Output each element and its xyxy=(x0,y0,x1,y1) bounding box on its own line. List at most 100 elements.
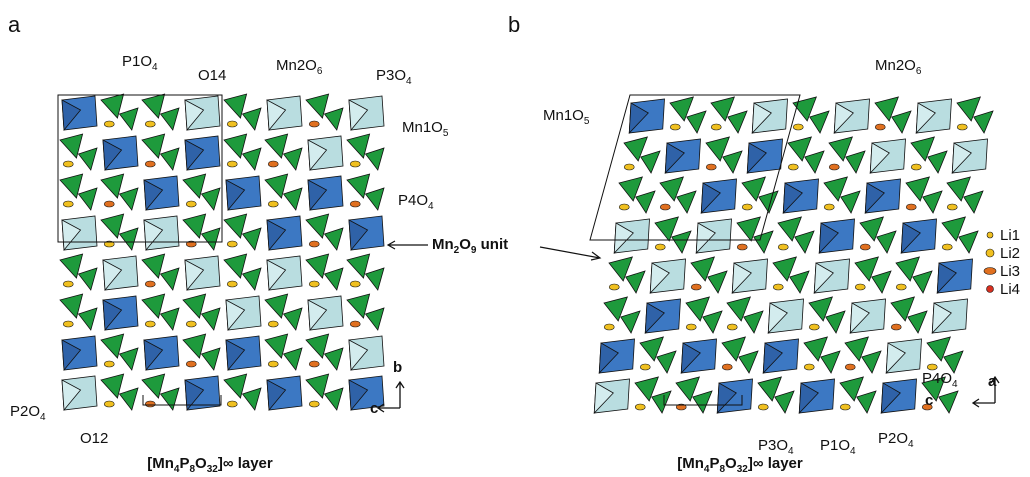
legend-marker xyxy=(986,249,994,257)
tetrahedron xyxy=(79,268,98,290)
atom-label: P1O4 xyxy=(820,437,856,457)
structures xyxy=(58,94,993,413)
tetrahedron xyxy=(284,148,303,170)
tetrahedron xyxy=(928,151,947,173)
tetrahedron xyxy=(913,271,932,293)
li-site xyxy=(635,404,645,410)
text-part: P2O xyxy=(878,430,908,447)
tetrahedron xyxy=(325,388,344,410)
axis-label: c xyxy=(370,400,378,417)
tetrahedron xyxy=(795,231,814,253)
text-part: 4 xyxy=(40,412,46,423)
text-part: Mn1O xyxy=(543,107,584,124)
li-site xyxy=(711,124,721,130)
text-part: Mn2O xyxy=(276,57,317,74)
tetrahedron xyxy=(908,311,927,333)
caption: [Mn4P8O32]∞ layer xyxy=(147,455,273,475)
li-site xyxy=(227,401,237,407)
text-part: P xyxy=(179,455,189,472)
li-site xyxy=(640,364,650,370)
text-part: P xyxy=(709,455,719,472)
li-site xyxy=(104,401,114,407)
tetrahedron xyxy=(754,231,773,253)
li-site xyxy=(268,201,278,207)
li-site xyxy=(624,164,634,170)
text-part: [Mn xyxy=(677,455,704,472)
tetrahedron xyxy=(652,391,671,413)
tetrahedron xyxy=(366,308,385,330)
legend-label: Li2 xyxy=(1000,245,1020,262)
text-part: P1O xyxy=(122,53,152,70)
li-site xyxy=(809,324,819,330)
text-part: [Mn xyxy=(147,455,174,472)
li-site xyxy=(691,284,701,290)
li-site xyxy=(186,201,196,207)
panel-letter: b xyxy=(508,12,520,37)
li-site xyxy=(63,321,73,327)
li-site xyxy=(104,121,114,127)
text-part: ]∞ layer xyxy=(218,455,273,472)
li-site xyxy=(604,324,614,330)
tetrahedron xyxy=(79,188,98,210)
li-site xyxy=(104,201,114,207)
li-site xyxy=(309,361,319,367)
text-part: P4O xyxy=(398,192,428,209)
caption: [Mn4P8O32]∞ layer xyxy=(677,455,803,475)
li-site xyxy=(309,241,319,247)
legend-label: Li1 xyxy=(1000,227,1020,244)
tetrahedron xyxy=(243,108,262,130)
li-site xyxy=(145,401,155,407)
text-part: Mn xyxy=(432,236,454,253)
tetrahedron xyxy=(877,231,896,253)
li-site xyxy=(737,244,747,250)
li-site xyxy=(186,361,196,367)
li-site xyxy=(268,321,278,327)
axis-arrow xyxy=(973,377,999,407)
li-site xyxy=(773,284,783,290)
text-part: P1O xyxy=(820,437,850,454)
li-site xyxy=(804,364,814,370)
tetrahedron xyxy=(693,391,712,413)
tetrahedron xyxy=(621,311,640,333)
text-part: 6 xyxy=(317,66,323,77)
text-part: unit xyxy=(476,236,508,253)
li-site xyxy=(957,124,967,130)
li-site xyxy=(619,204,629,210)
tetrahedron xyxy=(790,271,809,293)
li-site xyxy=(350,201,360,207)
atom-label: Mn2O6 xyxy=(276,57,323,77)
tetrahedron xyxy=(892,111,911,133)
tetrahedron xyxy=(120,388,139,410)
tetrahedron xyxy=(821,351,840,373)
tetrahedron xyxy=(120,188,139,210)
tetrahedron xyxy=(284,348,303,370)
li-site xyxy=(145,321,155,327)
tetrahedron xyxy=(939,391,958,413)
axis-label: b xyxy=(393,359,402,376)
tetrahedron xyxy=(672,231,691,253)
li-site xyxy=(855,284,865,290)
li-site xyxy=(104,361,114,367)
text-part: 6 xyxy=(916,66,922,77)
tetrahedron xyxy=(284,308,303,330)
legend-label: Li4 xyxy=(1000,281,1020,298)
atom-label: P3O4 xyxy=(376,67,412,87)
li-site xyxy=(670,124,680,130)
tetrahedron xyxy=(325,228,344,250)
li-site xyxy=(911,164,921,170)
li-site xyxy=(840,404,850,410)
tetrahedron xyxy=(202,188,221,210)
tetrahedron xyxy=(161,108,180,130)
atom-label: Mn1O5 xyxy=(402,119,449,139)
li-site xyxy=(268,161,278,167)
li-site xyxy=(824,204,834,210)
tetrahedron xyxy=(202,348,221,370)
text-part: P4O xyxy=(922,370,952,387)
text-part: O xyxy=(459,236,471,253)
tetrahedron xyxy=(677,191,696,213)
atom-label: P1O4 xyxy=(122,53,158,73)
li-site xyxy=(758,404,768,410)
li-site xyxy=(145,121,155,127)
text-part: O xyxy=(725,455,737,472)
li-site xyxy=(227,161,237,167)
